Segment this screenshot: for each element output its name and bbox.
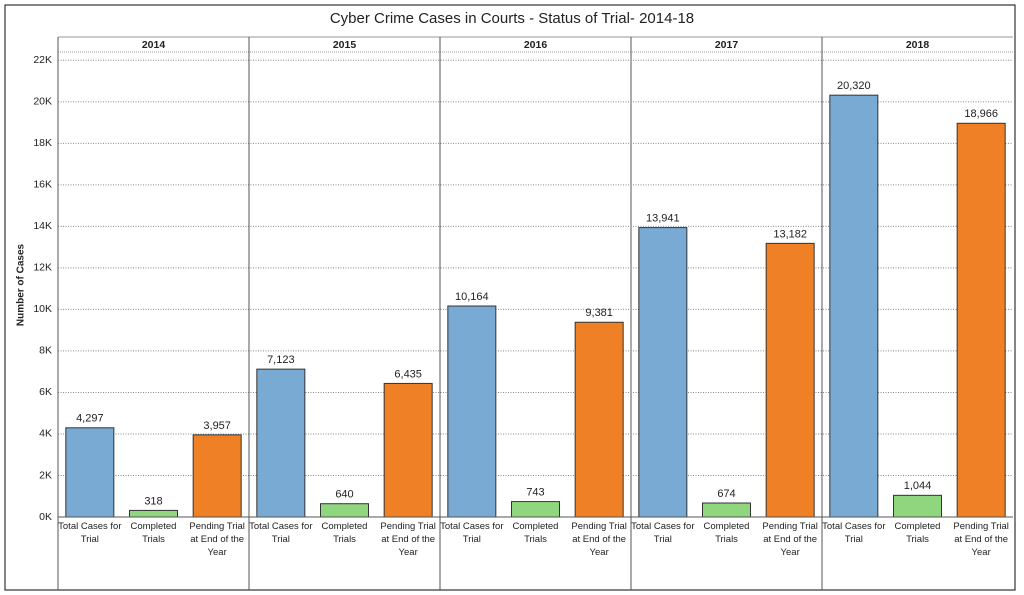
- chart-title: Cyber Crime Cases in Courts - Status of …: [330, 10, 694, 27]
- y-tick-label: 16K: [33, 179, 52, 191]
- frame: [4, 4, 1016, 591]
- category-label: Completed Trials: [130, 521, 177, 545]
- value-label: 9,381: [585, 307, 613, 319]
- panel-label: 2015: [333, 39, 357, 51]
- bar: [129, 509, 178, 518]
- bar: [447, 305, 497, 518]
- value-label: 13,941: [646, 213, 680, 225]
- value-label: 3,957: [203, 420, 231, 432]
- y-tick-label: 4K: [39, 428, 52, 440]
- category-label: Total Cases for Trial: [58, 521, 122, 545]
- panel-label: 2014: [142, 39, 166, 51]
- bar: [702, 502, 751, 518]
- bar: [765, 242, 815, 518]
- panel-label: 2018: [906, 39, 930, 51]
- category-label: Total Cases for Trial: [631, 521, 695, 545]
- bar: [829, 94, 879, 518]
- y-tick-label: 22K: [33, 54, 52, 66]
- bar: [574, 321, 624, 518]
- category-label: Completed Trials: [894, 521, 941, 545]
- y-axis-label: Number of Cases: [16, 243, 27, 326]
- category-label: Total Cases for Trial: [822, 521, 886, 545]
- bar: [956, 122, 1006, 518]
- category-label: Total Cases for Trial: [249, 521, 313, 545]
- y-tick-label: 2K: [39, 469, 52, 481]
- category-label: Pending Trial at End of the Year: [189, 521, 245, 558]
- value-label: 7,123: [267, 354, 295, 366]
- category-label: Total Cases for Trial: [440, 521, 504, 545]
- bar: [65, 427, 115, 518]
- y-tick-label: 20K: [33, 96, 52, 108]
- value-label: 318: [144, 495, 162, 507]
- y-tick-label: 18K: [33, 137, 52, 149]
- category-label: Pending Trial at End of the Year: [380, 521, 436, 558]
- value-label: 674: [717, 488, 735, 500]
- bar: [511, 501, 560, 518]
- bar: [383, 382, 433, 518]
- y-tick-label: 0K: [39, 511, 52, 523]
- y-tick-label: 12K: [33, 262, 52, 274]
- value-label: 13,182: [773, 228, 807, 240]
- value-label: 1,044: [904, 480, 932, 492]
- bar: [893, 494, 942, 518]
- panel-label: 2017: [715, 39, 739, 51]
- value-label: 6,435: [394, 368, 422, 380]
- bar: [256, 368, 306, 518]
- category-label: Pending Trial at End of the Year: [762, 521, 818, 558]
- category-label: Completed Trials: [321, 521, 368, 545]
- bar: [638, 227, 688, 518]
- value-label: 20,320: [837, 80, 871, 92]
- value-label: 640: [335, 489, 353, 501]
- value-label: 4,297: [76, 413, 104, 425]
- category-label: Pending Trial at End of the Year: [953, 521, 1009, 558]
- bar: [192, 434, 242, 518]
- value-label: 18,966: [964, 108, 998, 120]
- y-tick-label: 6K: [39, 386, 52, 398]
- y-tick-label: 10K: [33, 303, 52, 315]
- category-label: Pending Trial at End of the Year: [571, 521, 627, 558]
- category-label: Completed Trials: [703, 521, 750, 545]
- value-label: 743: [526, 486, 544, 498]
- y-tick-label: 14K: [33, 220, 52, 232]
- bar: [320, 503, 369, 518]
- value-label: 10,164: [455, 291, 489, 303]
- y-tick-label: 8K: [39, 345, 52, 357]
- category-label: Completed Trials: [512, 521, 559, 545]
- panel-label: 2016: [524, 39, 548, 51]
